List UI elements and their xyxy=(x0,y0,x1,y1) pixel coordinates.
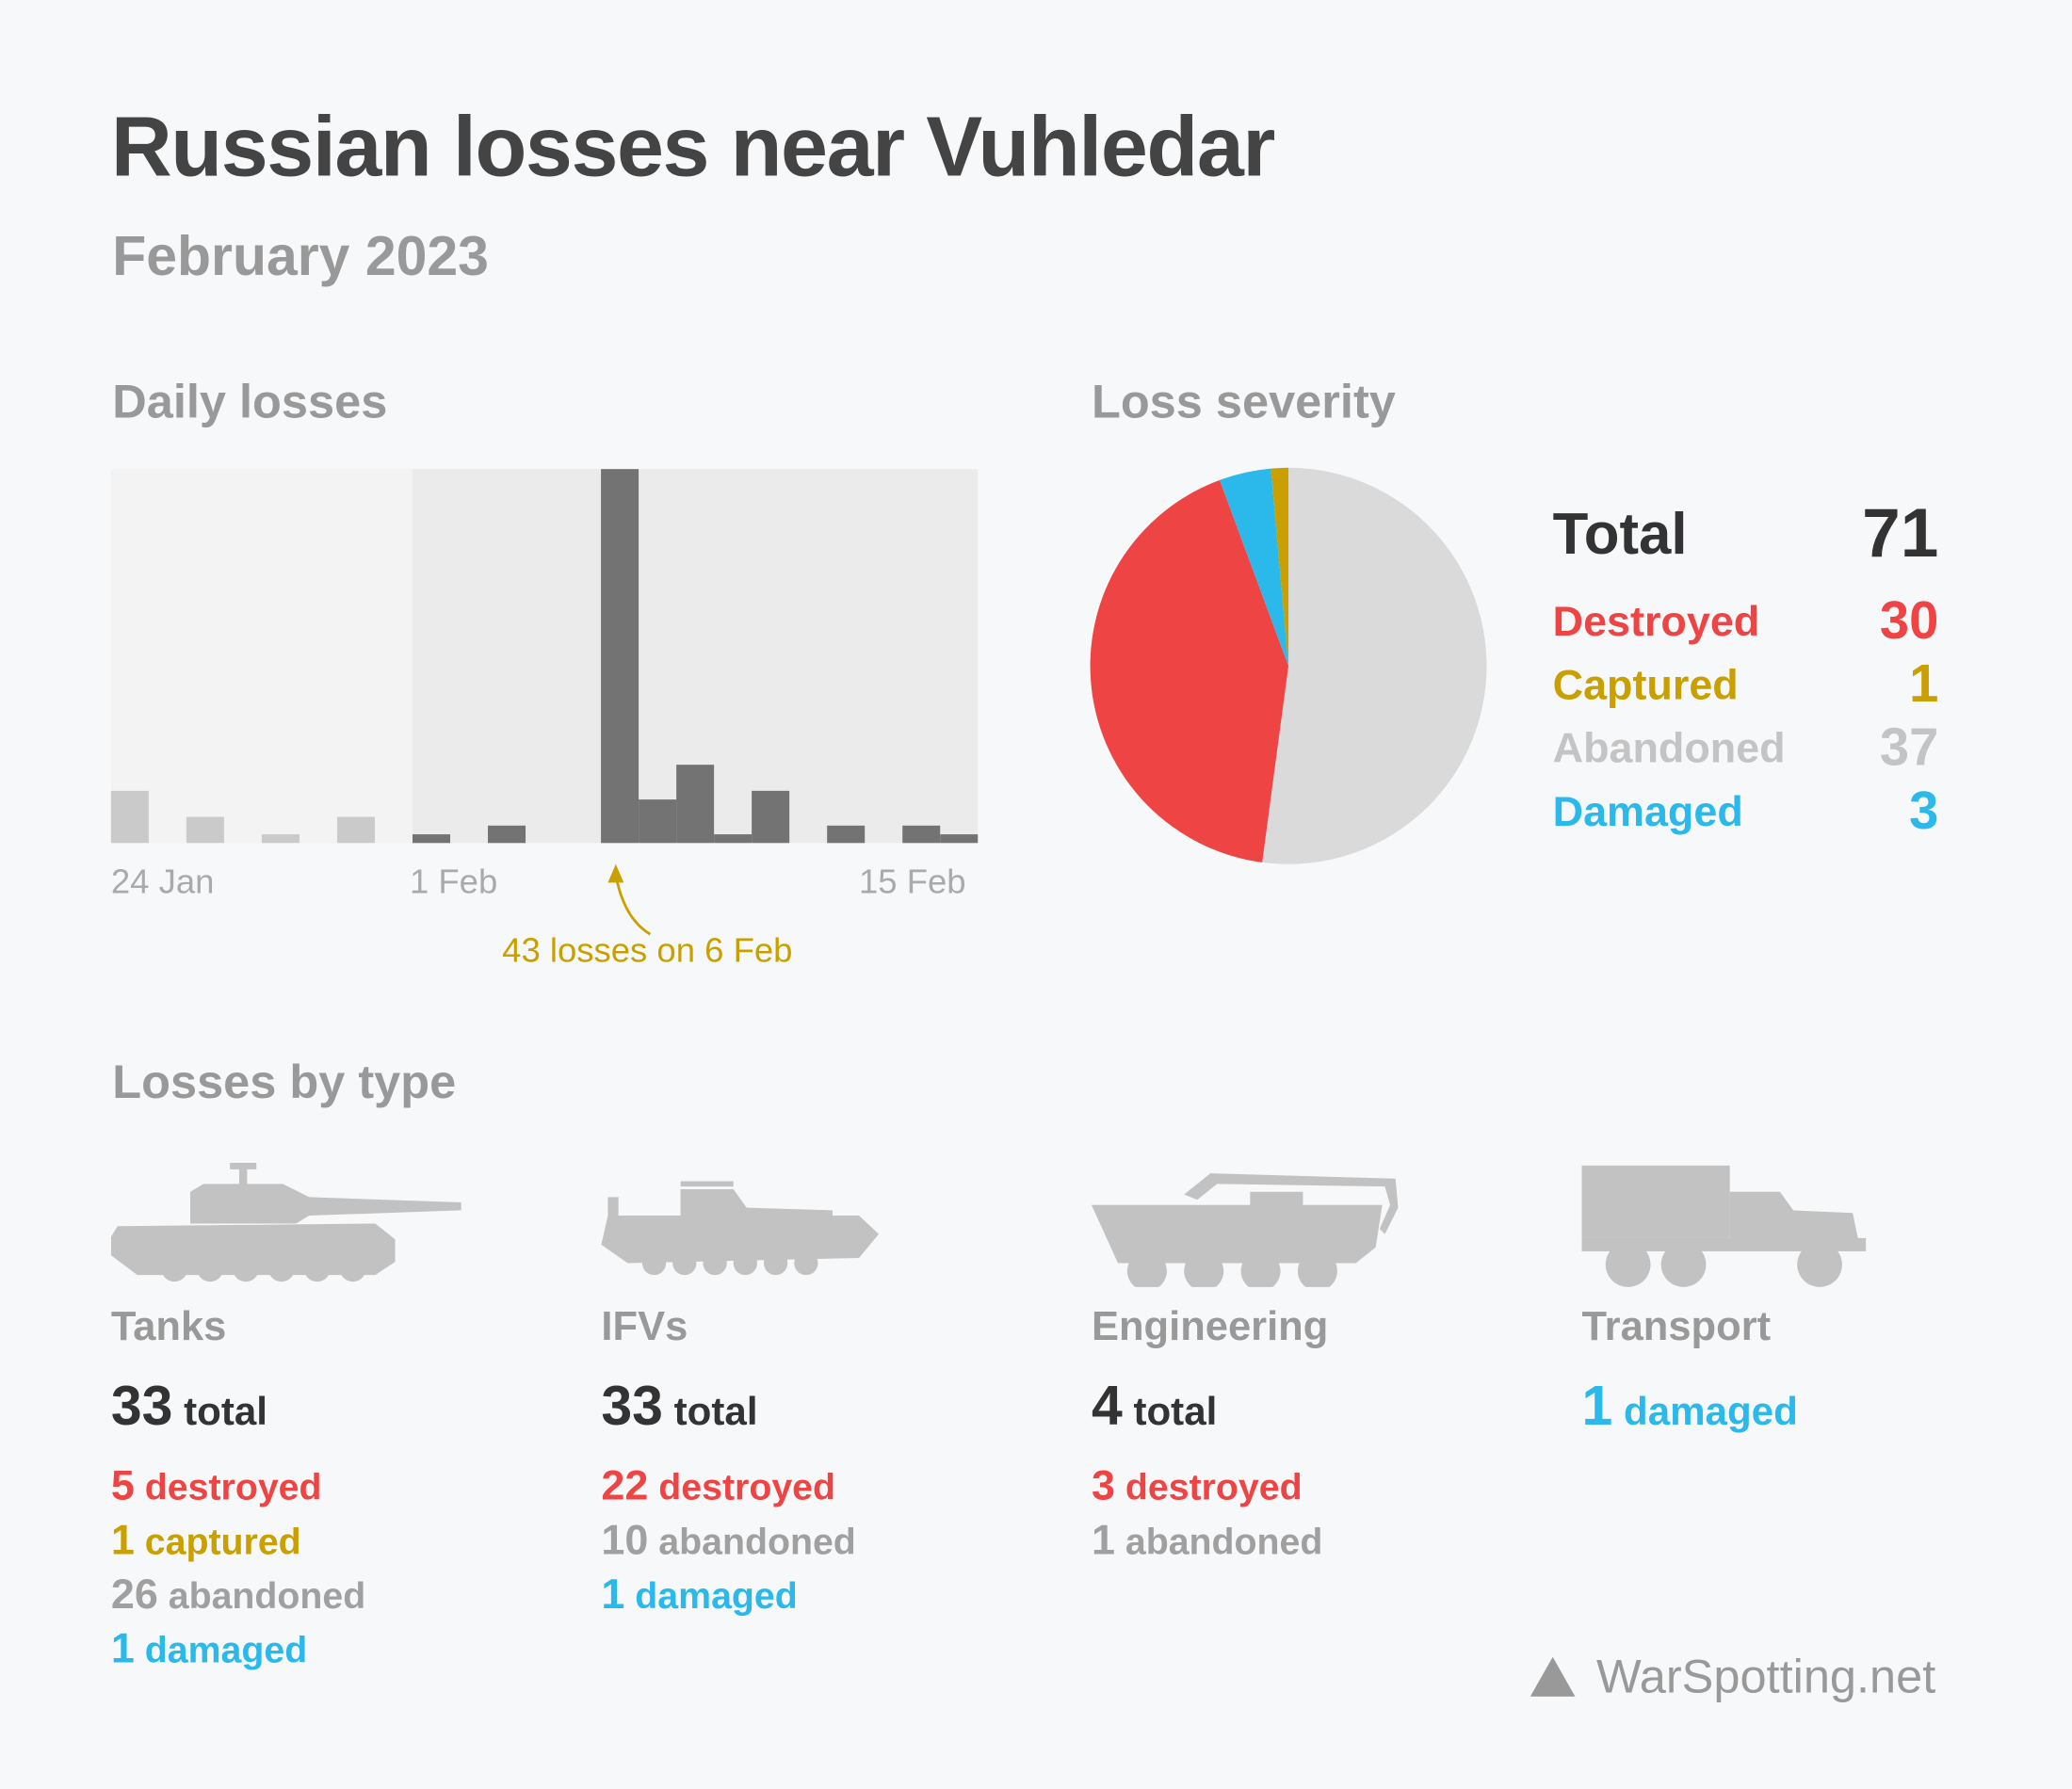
stat-abandoned: 26 abandoned xyxy=(111,1570,365,1619)
legend-total: Total 71 xyxy=(1552,495,1939,573)
total-number: 4 xyxy=(1091,1374,1123,1437)
vehicle-type-total: 33 total xyxy=(601,1374,757,1437)
january-background xyxy=(110,469,413,844)
footer-brand: WarSpotting.net xyxy=(1530,1649,1935,1704)
stat-number: 1 xyxy=(601,1570,625,1618)
stat-destroyed: 22 destroyed xyxy=(601,1461,835,1510)
bar-8-feb xyxy=(676,765,715,844)
legend-label: Total xyxy=(1552,502,1688,568)
vehicle-type-total: 33 total xyxy=(111,1374,267,1437)
stat-number: 1 xyxy=(110,1623,135,1672)
legend-abandoned: Abandoned 37 xyxy=(1552,718,1939,779)
pie-slice-damaged xyxy=(1220,468,1289,667)
vehicle-type-total: 4 total xyxy=(1092,1374,1217,1437)
stat-abandoned: 1 abandoned xyxy=(1092,1516,1322,1565)
triangle-logo-icon xyxy=(1530,1656,1576,1697)
legend-label: Abandoned xyxy=(1552,724,1786,772)
stat-number: 3 xyxy=(1091,1461,1115,1509)
bar-3-feb xyxy=(488,825,526,844)
stat-captured: 1 captured xyxy=(111,1516,301,1565)
stat-label: abandoned xyxy=(1125,1521,1323,1562)
pie-slice-destroyed xyxy=(1090,479,1289,862)
tick-label: 1 Feb xyxy=(409,861,498,902)
vehicle-type-name: Engineering xyxy=(1091,1302,1329,1349)
total-label: total xyxy=(673,1390,758,1434)
stat-label: destroyed xyxy=(1125,1466,1303,1508)
stat-destroyed: 3 destroyed xyxy=(1092,1461,1303,1510)
loss-severity-title: Loss severity xyxy=(1091,374,1396,428)
total-number: 1 xyxy=(1581,1374,1613,1437)
bar-1-feb xyxy=(412,834,451,844)
legend-label: Damaged xyxy=(1552,787,1743,835)
bar-9-feb xyxy=(714,834,753,844)
stat-label: damaged xyxy=(635,1574,798,1617)
legend-destroyed: Destroyed 30 xyxy=(1552,592,1939,652)
vehicle-type-name: Transport xyxy=(1581,1302,1772,1349)
legend-value: 30 xyxy=(1879,591,1939,651)
engineering-vehicle-icon xyxy=(1091,1168,1409,1294)
truck-icon xyxy=(1581,1165,1873,1297)
stat-number: 26 xyxy=(110,1570,158,1618)
stat-destroyed: 5 destroyed xyxy=(111,1461,322,1510)
stat-label: abandoned xyxy=(168,1574,366,1617)
stat-damaged: 1 damaged xyxy=(111,1624,307,1673)
legend-value: 3 xyxy=(1909,782,1939,841)
brand-name: WarSpotting.net xyxy=(1595,1649,1936,1703)
bar-12-feb xyxy=(827,825,866,844)
pie-slice-captured xyxy=(1271,467,1289,667)
tank-icon xyxy=(110,1162,468,1301)
total-label: total xyxy=(184,1390,267,1434)
legend-label: Destroyed xyxy=(1552,597,1760,645)
daily-losses-title: Daily losses xyxy=(112,374,388,428)
stat-number: 1 xyxy=(110,1515,135,1564)
legend-label: Captured xyxy=(1552,660,1739,709)
stat-damaged: 1 damaged xyxy=(601,1570,797,1619)
annotation-arrow xyxy=(614,874,652,936)
annotation-arrowhead xyxy=(607,863,624,883)
tick-label: 15 Feb xyxy=(859,861,966,902)
bar-6-feb xyxy=(601,469,639,844)
vehicle-type-name: IFVs xyxy=(601,1302,688,1349)
stat-label: damaged xyxy=(144,1629,308,1670)
stat-label: destroyed xyxy=(658,1466,836,1508)
total-label: total xyxy=(1133,1390,1218,1434)
stat-number: 1 xyxy=(1091,1515,1115,1564)
page-subtitle: February 2023 xyxy=(112,224,489,287)
annotation-label: 43 losses on 6 Feb xyxy=(502,929,793,971)
total-label: damaged xyxy=(1623,1390,1798,1434)
bar-10-feb xyxy=(752,790,790,844)
total-number: 33 xyxy=(110,1374,173,1437)
legend-value: 71 xyxy=(1862,495,1939,572)
bar-15-feb xyxy=(940,834,979,844)
vehicle-type-name: Tanks xyxy=(110,1302,227,1349)
vehicle-type-total: 1 damaged xyxy=(1582,1374,1798,1437)
stat-label: abandoned xyxy=(658,1521,856,1562)
bar-28-jan xyxy=(261,834,299,844)
legend-damaged: Damaged 3 xyxy=(1552,782,1939,842)
stat-number: 10 xyxy=(601,1515,649,1564)
bar-30-jan xyxy=(336,816,375,844)
page-title: Russian losses near Vuhledar xyxy=(110,99,1275,195)
bar-24-jan xyxy=(110,790,149,844)
tick-label: 24 Jan xyxy=(110,861,215,902)
stat-number: 5 xyxy=(110,1461,135,1509)
legend-captured: Captured 1 xyxy=(1552,655,1939,716)
stat-label: captured xyxy=(144,1521,301,1562)
bar-14-feb xyxy=(902,825,941,844)
legend-value: 37 xyxy=(1879,718,1939,778)
losses-by-type-title: Losses by type xyxy=(112,1054,457,1109)
stat-number: 22 xyxy=(601,1461,649,1509)
pie-slice-abandoned xyxy=(1262,467,1487,864)
stat-label: destroyed xyxy=(144,1466,322,1508)
bar-7-feb xyxy=(639,799,677,844)
stat-abandoned: 10 abandoned xyxy=(601,1516,855,1565)
legend-value: 1 xyxy=(1909,655,1939,714)
total-number: 33 xyxy=(601,1374,663,1437)
loss-severity-pie xyxy=(1090,467,1487,864)
daily-losses-chart xyxy=(110,469,979,936)
ifv-icon xyxy=(601,1170,892,1296)
bar-26-jan xyxy=(186,816,224,844)
